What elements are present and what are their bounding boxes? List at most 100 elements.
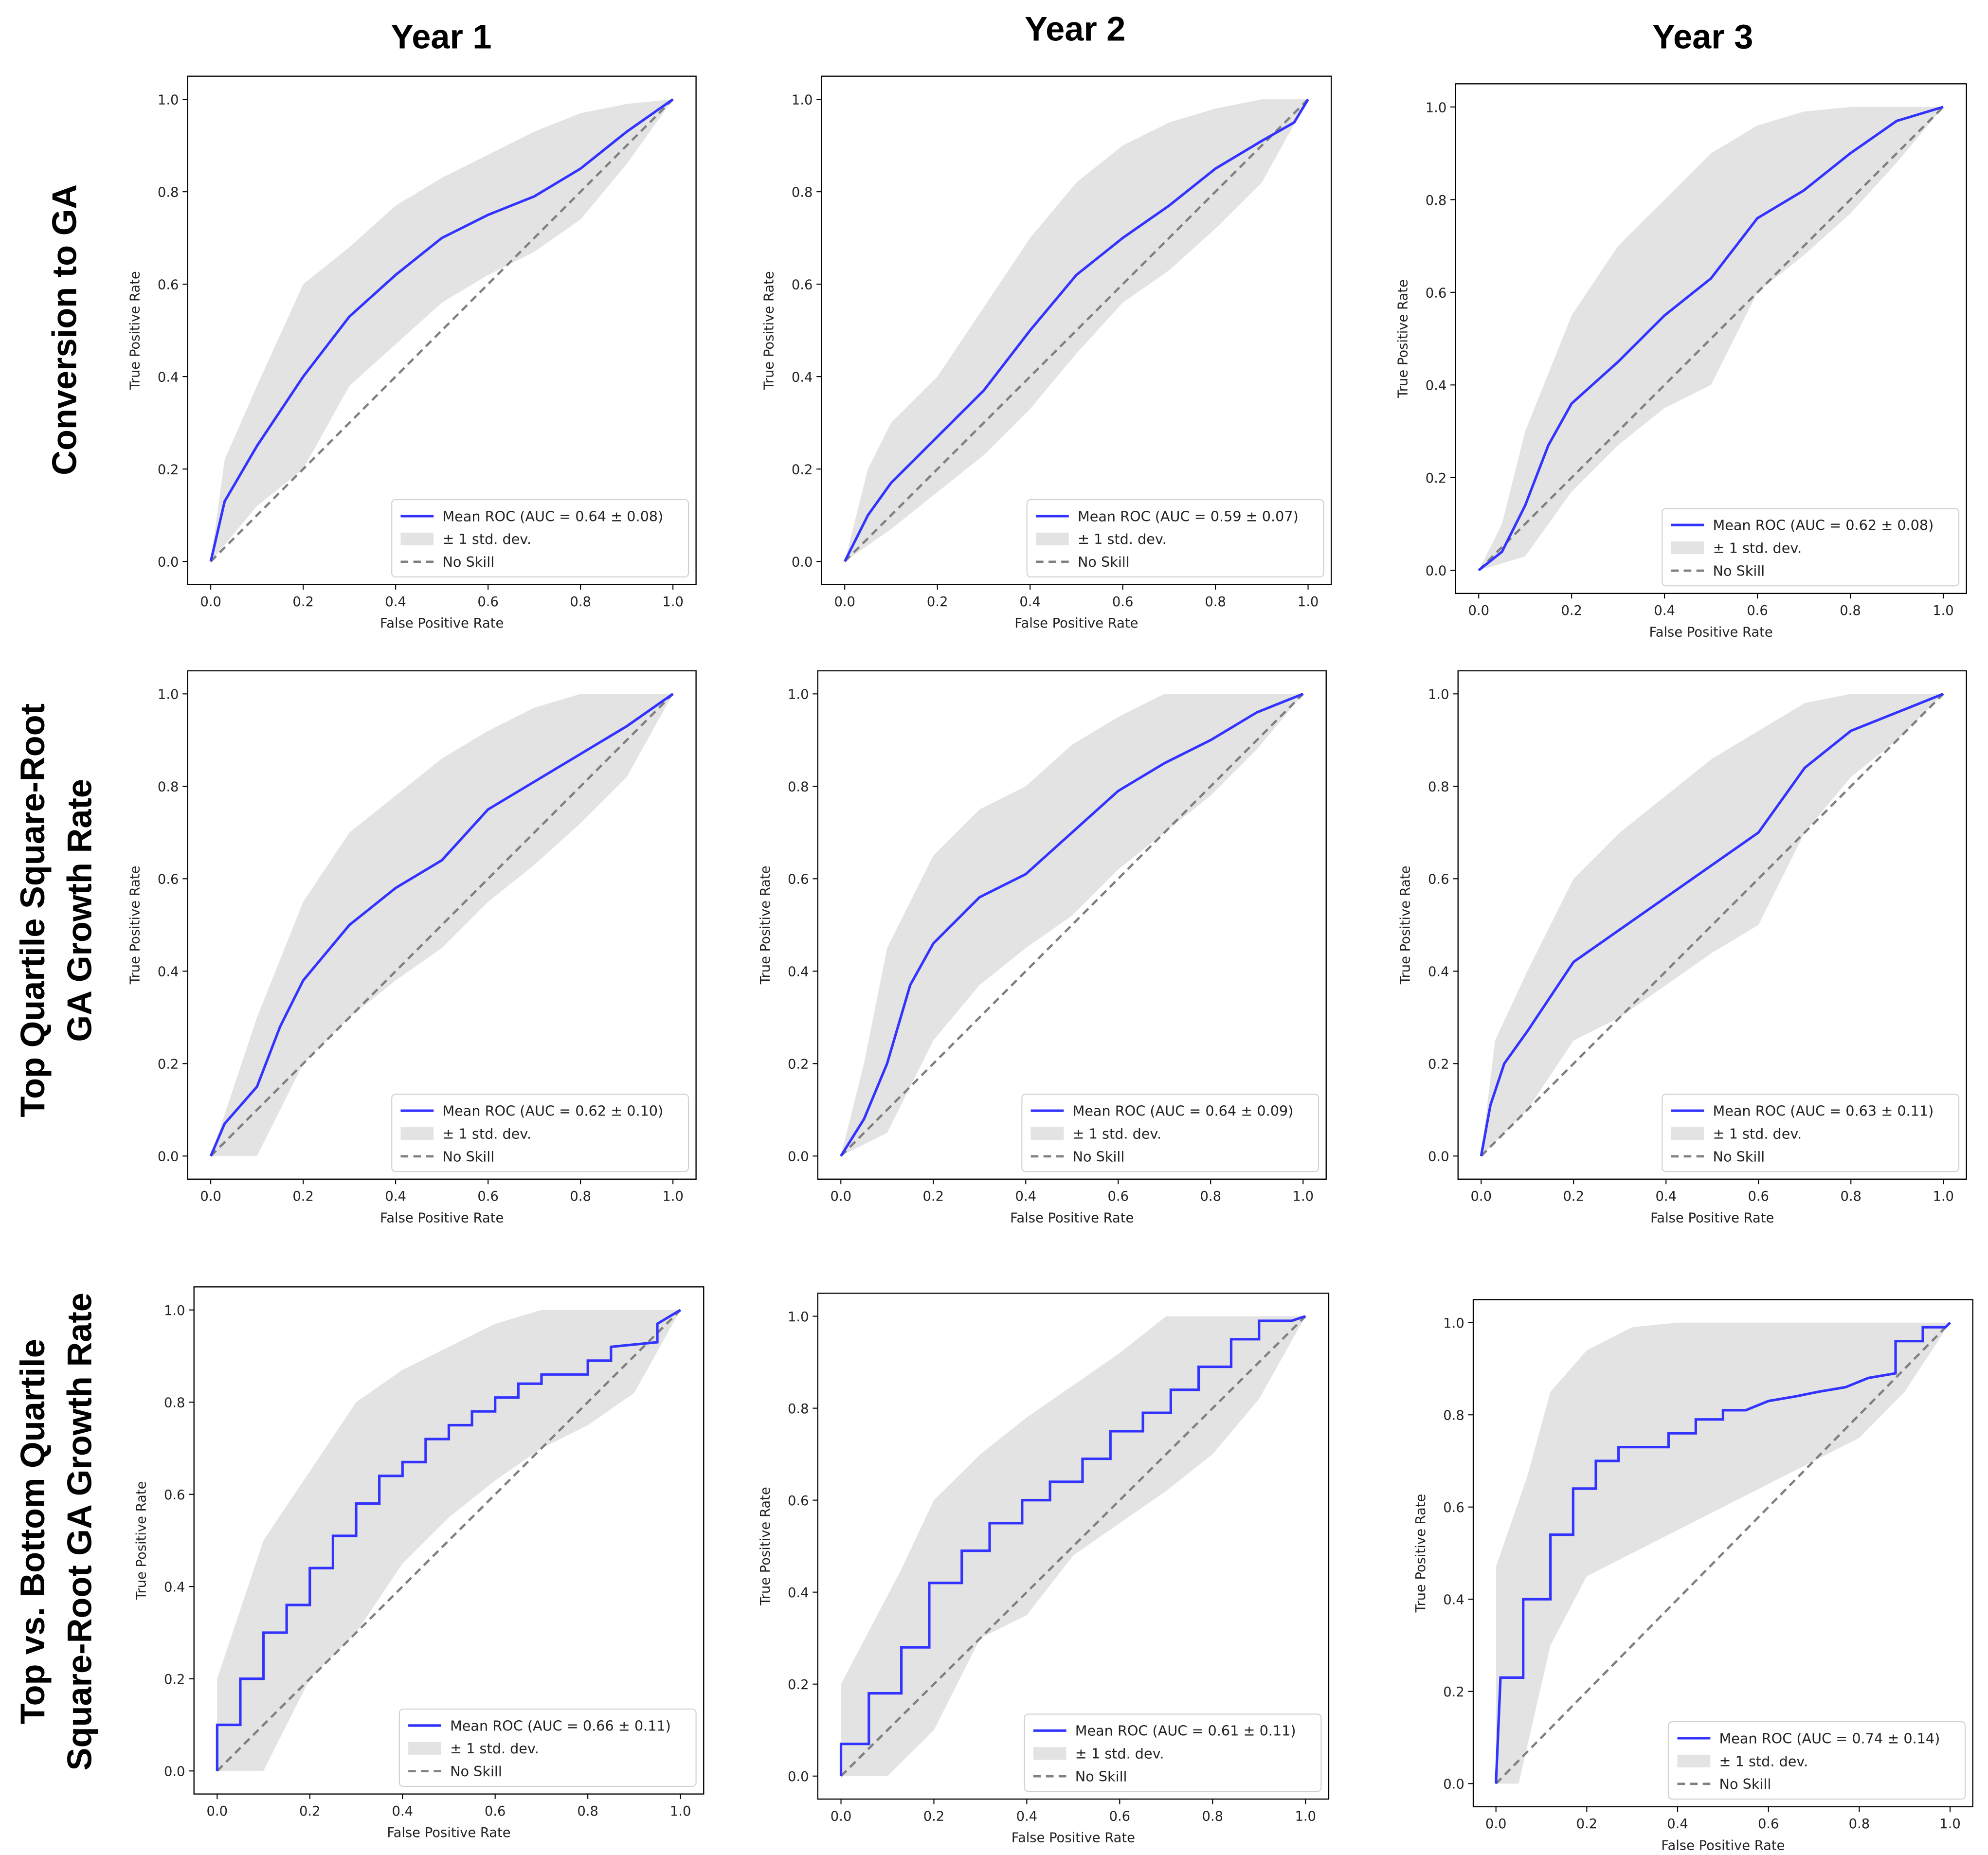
x-tick-label: 0.0 [200, 594, 221, 610]
y-tick-label: 0.2 [792, 463, 813, 478]
x-tick-label: 0.8 [1202, 1809, 1224, 1824]
x-tick-label: 0.8 [570, 594, 591, 610]
y-tick-label: 0.2 [1426, 471, 1447, 486]
y-tick-label: 0.8 [158, 185, 179, 200]
mean-roc-line [840, 692, 1304, 1157]
legend-no-skill: No Skill [1719, 1776, 1771, 1792]
std-dev-band [845, 99, 1308, 562]
x-tick-label: 0.4 [1654, 603, 1675, 618]
y-tick-label: 0.6 [1428, 872, 1449, 887]
legend-std-dev: ± 1 std. dev. [1073, 1125, 1162, 1142]
legend-box [1662, 508, 1960, 587]
legend-std-dev: ± 1 std. dev. [1713, 540, 1802, 556]
x-axis-label: False Positive Rate [1014, 616, 1138, 631]
x-axis-label: False Positive Rate [1012, 1831, 1135, 1846]
legend-std-dev: ± 1 std. dev. [1719, 1753, 1808, 1769]
x-tick-label: 0.6 [1747, 603, 1768, 618]
y-axis-label: True Positive Rate [1398, 865, 1413, 985]
legend-band-swatch [400, 1127, 434, 1140]
x-tick-label: 0.2 [1576, 1817, 1598, 1832]
x-tick-label: 0.4 [1015, 1189, 1037, 1204]
x-tick-label: 0.8 [570, 1189, 591, 1204]
y-tick-label: 0.4 [792, 370, 813, 385]
x-tick-label: 0.0 [1468, 603, 1490, 618]
axes-frame [187, 670, 697, 1180]
y-tick-label: 0.6 [158, 278, 179, 293]
column-title-year-1: Year 1 [391, 17, 491, 55]
legend-no-skill: No Skill [1075, 1768, 1127, 1785]
x-axis-label: False Positive Rate [380, 1210, 504, 1225]
y-axis-label: True Positive Rate [758, 865, 773, 985]
legend-mean-roc: Mean ROC (AUC = 0.62 ± 0.10) [442, 1102, 663, 1119]
legend-std-dev: ± 1 std. dev. [442, 1125, 531, 1142]
legend-box [398, 1708, 697, 1787]
legend-band-swatch [1030, 1127, 1064, 1140]
std-dev-band [1479, 107, 1943, 571]
axes-frame [187, 75, 697, 585]
x-tick-label: 0.2 [923, 1189, 944, 1204]
mean-roc-line [209, 98, 674, 562]
column-title-year-3: Year 3 [1652, 17, 1753, 55]
y-tick-label: 0.4 [164, 1580, 185, 1595]
x-tick-label: 1.0 [1933, 603, 1954, 618]
y-tick-label: 0.0 [1426, 564, 1447, 579]
legend: Mean ROC (AUC = 0.59 ± 0.07) ± 1 std. dev… [1026, 499, 1324, 578]
y-axis-label: True Positive Rate [134, 1481, 149, 1601]
legend-std-dev: ± 1 std. dev. [1713, 1125, 1802, 1142]
x-tick-label: 1.0 [1292, 1189, 1314, 1204]
y-tick-label: 0.0 [158, 1150, 179, 1165]
row-title-conversion: Conversion to GA [45, 184, 83, 475]
legend-box [391, 499, 689, 578]
y-tick-label: 0.4 [1443, 1593, 1464, 1608]
y-tick-label: 0.4 [788, 965, 809, 980]
x-tick-label: 0.8 [1849, 1817, 1870, 1832]
legend-band-swatch [1671, 1127, 1704, 1140]
legend: Mean ROC (AUC = 0.61 ± 0.11) ± 1 std. dev… [1024, 1713, 1322, 1792]
x-tick-label: 0.8 [1205, 594, 1226, 610]
y-tick-label: 0.6 [792, 278, 813, 293]
y-tick-label: 0.2 [1428, 1057, 1449, 1072]
x-tick-label: 0.4 [1667, 1817, 1688, 1832]
y-tick-label: 0.2 [158, 1057, 179, 1072]
y-tick-label: 1.0 [788, 687, 809, 702]
y-tick-label: 0.0 [1443, 1777, 1464, 1792]
legend-box [1662, 1094, 1960, 1172]
mean-roc-line [1480, 692, 1944, 1156]
roc-panel-2: 0.0 0.0 0.2 0.2 0.4 0.4 0.6 0.6 0.8 0.8 1.0 1.0 Fals… [762, 75, 1332, 631]
legend-mean-roc: Mean ROC (AUC = 0.74 ± 0.14) [1719, 1730, 1940, 1747]
legend-band-swatch [1671, 541, 1704, 555]
mean-roc-line [209, 693, 674, 1157]
roc-panel-8: 0.0 0.0 0.2 0.2 0.4 0.4 0.6 0.6 0.8 0.8 1.0 1.0 Fals… [758, 1293, 1330, 1846]
y-tick-label: 0.6 [1426, 286, 1447, 301]
y-axis-label: True Positive Rate [128, 271, 143, 390]
legend-no-skill: No Skill [1713, 1148, 1765, 1165]
x-tick-label: 0.6 [1109, 1809, 1131, 1824]
x-tick-label: 0.4 [385, 594, 406, 610]
x-tick-label: 0.0 [1470, 1189, 1492, 1204]
x-tick-label: 0.6 [1112, 594, 1134, 610]
x-tick-label: 0.0 [200, 1189, 221, 1204]
legend-no-skill: No Skill [1078, 554, 1130, 570]
legend-band-swatch [408, 1742, 441, 1755]
row-title-top-quartile-line1: Top Quartile Square-Root [13, 703, 52, 1117]
x-axis-label: False Positive Rate [1661, 1838, 1785, 1853]
no-skill-line [210, 98, 674, 562]
y-tick-label: 0.2 [788, 1677, 809, 1693]
y-tick-label: 0.2 [1443, 1685, 1464, 1700]
std-dev-band [211, 694, 673, 1156]
y-tick-label: 1.0 [1428, 687, 1449, 702]
axes-frame [1455, 83, 1967, 594]
x-axis-label: False Positive Rate [387, 1825, 510, 1840]
y-axis-label: True Positive Rate [1396, 279, 1411, 398]
y-tick-label: 0.4 [158, 965, 179, 980]
legend-box [1024, 1713, 1322, 1792]
y-tick-label: 0.4 [158, 370, 179, 385]
x-tick-label: 0.4 [385, 1189, 406, 1204]
x-tick-label: 0.4 [1019, 594, 1041, 610]
y-tick-label: 0.2 [164, 1672, 185, 1687]
x-tick-label: 1.0 [662, 1189, 684, 1204]
y-axis-label: True Positive Rate [762, 271, 777, 390]
x-tick-label: 0.0 [831, 1189, 852, 1204]
x-tick-label: 0.4 [1016, 1809, 1038, 1824]
std-dev-band [211, 99, 673, 562]
